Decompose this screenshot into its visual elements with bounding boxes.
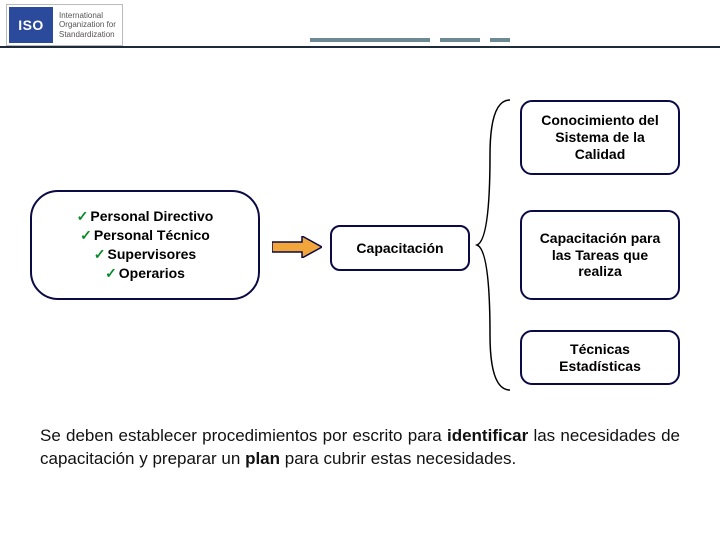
- personnel-item: ✓Personal Directivo: [77, 208, 214, 225]
- branch-bracket-icon: [475, 95, 520, 400]
- center-box: Capacitación: [330, 225, 470, 271]
- check-icon: ✓: [94, 246, 106, 262]
- outcome-box-training: Capacitación para las Tareas que realiza: [520, 210, 680, 300]
- outcome-label: Capacitación para las Tareas que realiza: [530, 230, 670, 280]
- iso-line2: Organization for: [59, 20, 116, 29]
- personnel-item: ✓Supervisores: [94, 246, 196, 263]
- iso-org-text: International Organization for Standardi…: [59, 11, 116, 39]
- summary-bold: identificar: [447, 426, 528, 445]
- summary-bold: plan: [245, 449, 280, 468]
- slide-header: ISO International Organization for Stand…: [0, 0, 720, 58]
- check-icon: ✓: [77, 208, 89, 224]
- personnel-box: ✓Personal Directivo ✓Personal Técnico ✓S…: [30, 190, 260, 300]
- iso-abbr: ISO: [18, 17, 44, 33]
- header-accent: [440, 38, 480, 42]
- iso-line3: Standardization: [59, 30, 116, 39]
- personnel-label: Personal Técnico: [94, 227, 210, 243]
- arrow-icon: [272, 236, 322, 258]
- iso-line1: International: [59, 11, 116, 20]
- check-icon: ✓: [105, 265, 117, 281]
- outcome-box-knowledge: Conocimiento del Sistema de la Calidad: [520, 100, 680, 175]
- outcome-box-stats: Técnicas Estadísticas: [520, 330, 680, 385]
- summary-text: Se deben establecer procedimientos por e…: [40, 426, 447, 445]
- outcome-label: Conocimiento del Sistema de la Calidad: [530, 112, 670, 162]
- personnel-item: ✓Personal Técnico: [80, 227, 210, 244]
- personnel-item: ✓Operarios: [105, 265, 185, 282]
- check-icon: ✓: [80, 227, 92, 243]
- header-accent: [490, 38, 510, 42]
- center-label: Capacitación: [356, 240, 443, 256]
- personnel-label: Supervisores: [108, 246, 197, 262]
- summary-text: para cubrir estas necesidades.: [280, 449, 516, 468]
- header-underline: [0, 46, 720, 48]
- summary-paragraph: Se deben establecer procedimientos por e…: [40, 425, 680, 471]
- personnel-label: Personal Directivo: [90, 208, 213, 224]
- header-accent: [310, 38, 430, 42]
- personnel-label: Operarios: [119, 265, 185, 281]
- outcome-label: Técnicas Estadísticas: [530, 341, 670, 375]
- iso-logo: ISO International Organization for Stand…: [6, 4, 123, 46]
- iso-badge-icon: ISO: [9, 7, 53, 43]
